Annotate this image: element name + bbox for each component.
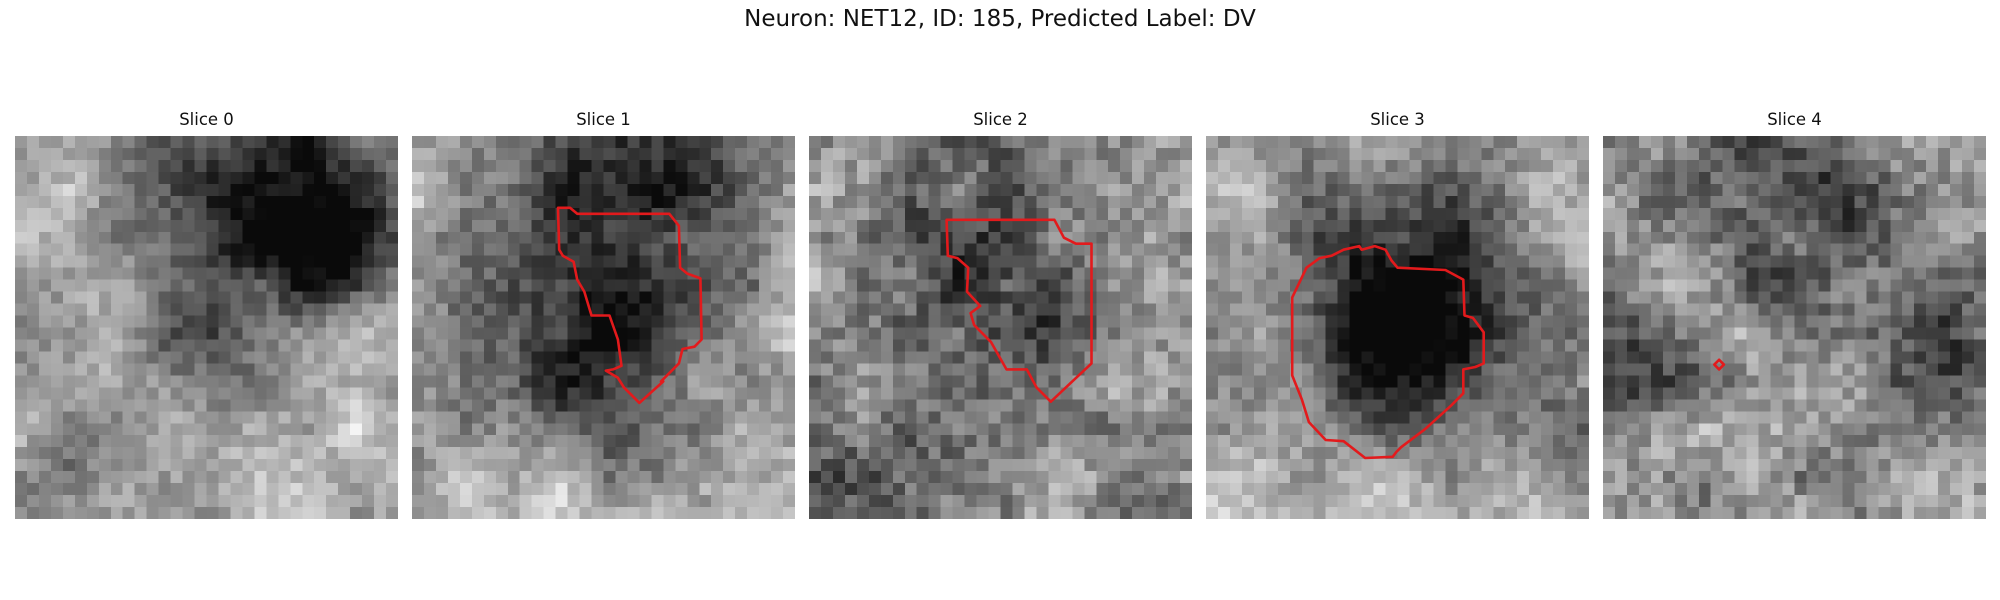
slice-title: Slice 0	[179, 110, 234, 129]
segmentation-contour	[1713, 358, 1726, 371]
pixel-grid	[809, 136, 1192, 519]
slice-image	[1603, 136, 1986, 519]
slice-title: Slice 2	[973, 110, 1028, 129]
slice-panel-1: Slice 1	[412, 108, 795, 519]
slice-panel-2: Slice 2	[809, 108, 1192, 519]
pixel-grid	[412, 136, 795, 519]
segmentation-contour	[556, 206, 703, 405]
slice-panel-4: Slice 4	[1603, 108, 1986, 519]
slice-panel-3: Slice 3	[1206, 108, 1589, 519]
slice-title: Slice 1	[576, 110, 631, 129]
segmentation-contour	[1290, 244, 1486, 460]
slice-image	[15, 136, 398, 519]
slice-image	[1206, 136, 1589, 519]
slice-panel-0: Slice 0	[15, 108, 398, 519]
figure-title: Neuron: NET12, ID: 185, Predicted Label:…	[744, 6, 1256, 32]
slice-title: Slice 3	[1370, 110, 1425, 129]
pixel-grid	[1603, 136, 1986, 519]
slice-title: Slice 4	[1767, 110, 1822, 129]
slice-image	[412, 136, 795, 519]
slice-image	[809, 136, 1192, 519]
pixel-grid	[1206, 136, 1589, 519]
pixel-grid	[15, 136, 398, 519]
segmentation-contour	[945, 218, 1093, 404]
